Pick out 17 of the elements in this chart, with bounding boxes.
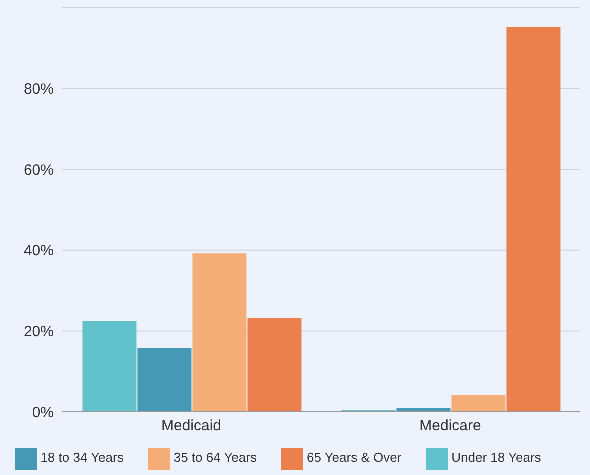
bar (138, 348, 192, 412)
legend-label: Under 18 Years (452, 450, 542, 466)
bar (506, 26, 561, 412)
legend-label: 35 to 64 Years (174, 450, 257, 466)
y-tick-label: 40% (24, 242, 54, 260)
y-tick-label: 80% (24, 81, 54, 98)
bar (82, 322, 137, 412)
y-tick-label: 20% (24, 324, 54, 341)
x-tick-label: Medicaid (161, 418, 222, 435)
legend-label: 65 Years & Over (306, 450, 402, 466)
bar (452, 395, 506, 412)
x-tick-label: Medicare (420, 418, 482, 435)
legend-label: 18 to 34 Years (40, 450, 124, 466)
y-tick-label: 0% (32, 404, 54, 422)
bar (192, 254, 247, 412)
y-tick-label: 60% (24, 162, 54, 179)
bar (248, 318, 302, 412)
